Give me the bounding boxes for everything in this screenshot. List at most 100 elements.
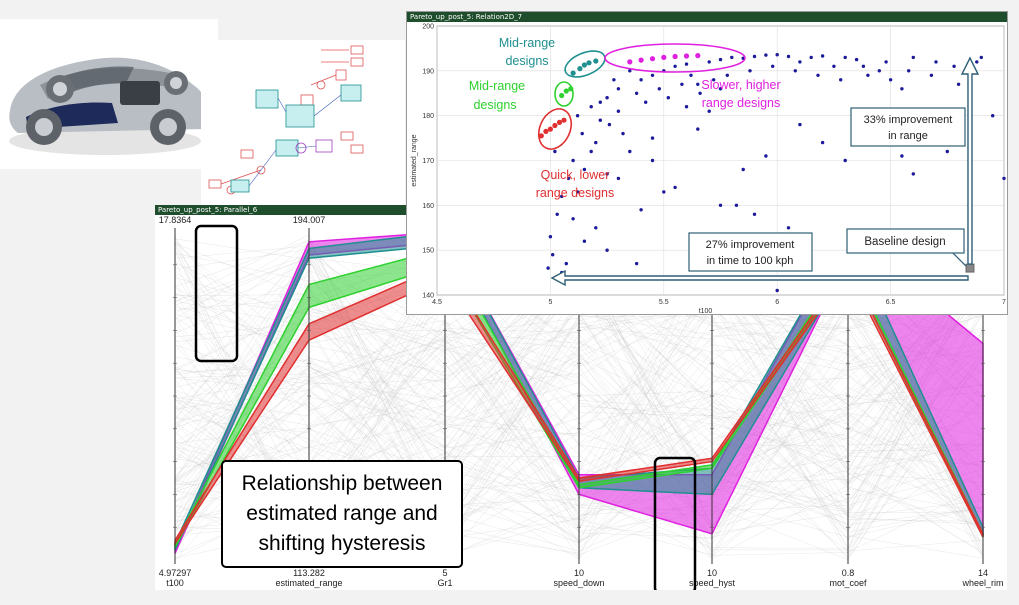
point-points <box>712 78 716 82</box>
point-quick <box>538 133 544 139</box>
point-mid_teal <box>593 58 599 64</box>
point-points <box>575 114 580 118</box>
axis-min-label: 4.97297 <box>159 568 192 578</box>
point-points <box>650 158 655 163</box>
point-points <box>650 73 655 77</box>
point-slower <box>683 53 690 59</box>
box-time-improvement <box>688 232 813 272</box>
x-tick-label: 6.5 <box>886 299 896 306</box>
point-points <box>634 91 639 96</box>
point-points <box>730 55 734 60</box>
point-points <box>662 190 666 194</box>
label-range-improvement-1: 33% improvement <box>864 114 953 126</box>
y-tick-label: 180 <box>422 113 434 120</box>
point-points <box>764 154 768 158</box>
point-points <box>616 87 621 91</box>
point-points <box>607 122 612 127</box>
y-tick-label: 200 <box>422 24 434 31</box>
point-points <box>945 149 949 154</box>
y-tick-label: 140 <box>422 293 434 300</box>
point-points <box>696 127 700 131</box>
point-points <box>718 87 723 91</box>
point-points <box>854 57 859 62</box>
x-axis-label: t100 <box>699 308 713 314</box>
label-mid-green-1: Mid-range <box>469 79 525 93</box>
point-points <box>589 149 593 154</box>
point-points <box>698 91 702 96</box>
point-mid_teal <box>581 62 587 68</box>
point-points <box>548 235 553 239</box>
axis-name-label: Gr1 <box>437 578 452 588</box>
point-slower <box>638 57 644 63</box>
label-time-improvement-2: in time to 100 kph <box>707 255 794 267</box>
annotation-text-hysteresis: Relationship between estimated range and… <box>241 472 443 555</box>
label-mid-teal-2: designs <box>505 54 548 68</box>
point-mid_green <box>559 92 565 99</box>
highlight-box-speed-hyst <box>653 456 697 590</box>
point-points <box>911 172 915 176</box>
point-slower <box>661 54 667 61</box>
point-points <box>666 96 670 100</box>
point-points <box>707 60 711 64</box>
point-slower <box>672 53 678 60</box>
point-points <box>639 208 643 212</box>
point-points <box>566 176 571 181</box>
point-points <box>775 53 779 57</box>
point-points <box>564 261 568 266</box>
point-mid_green <box>563 88 569 94</box>
axis-name-label: t100 <box>166 578 184 588</box>
point-points <box>571 158 575 163</box>
arrow-time-improvement <box>550 269 969 287</box>
point-points <box>884 60 888 64</box>
ellipse-mid-green <box>554 81 574 107</box>
point-points <box>605 96 609 100</box>
point-points <box>612 78 616 82</box>
point-points <box>911 55 915 60</box>
point-points <box>832 64 836 68</box>
point-points <box>707 109 711 113</box>
point-quick <box>547 126 553 132</box>
y-tick-label: 170 <box>422 158 434 165</box>
y-tick-label: 160 <box>422 203 434 210</box>
car-image-panel <box>0 19 218 169</box>
point-points <box>598 100 602 104</box>
point-points <box>741 167 745 172</box>
point-points <box>580 131 584 136</box>
point-points <box>725 73 729 77</box>
point-points <box>843 55 847 60</box>
point-points <box>786 226 791 230</box>
point-points <box>555 212 559 216</box>
point-quick <box>556 119 563 125</box>
scatter-window-title: Pareto_up_post_5: Relation2D_7 <box>407 12 1007 22</box>
point-slower <box>695 53 701 59</box>
point-mid_teal <box>570 70 576 76</box>
x-tick-label: 5.5 <box>659 299 669 306</box>
x-tick-label: 6 <box>775 299 779 306</box>
label-slower-1: Slower, higher <box>701 78 780 92</box>
label-mid-green-2: designs <box>473 98 516 112</box>
highlight-box-t100 <box>194 224 239 363</box>
point-points <box>575 190 580 194</box>
point-points <box>650 136 655 140</box>
axis-min-label: 113.282 <box>293 568 325 578</box>
car-icon <box>9 57 210 155</box>
label-baseline: Baseline design <box>864 236 945 248</box>
point-points <box>594 140 598 145</box>
point-quick <box>543 128 549 134</box>
schematic-image-panel <box>201 40 405 205</box>
box-range-improvement <box>850 107 966 147</box>
point-points <box>956 82 961 86</box>
point-points <box>929 73 934 77</box>
point-points <box>979 55 983 60</box>
schematic-icon <box>208 45 364 195</box>
point-points <box>546 266 550 270</box>
label-mid-teal-1: Mid-range <box>499 36 555 50</box>
point-slower <box>627 59 633 65</box>
point-points <box>560 194 564 199</box>
y-tick-label: 150 <box>422 248 434 255</box>
point-points <box>644 100 648 104</box>
point-points <box>734 203 739 207</box>
point-points <box>589 105 593 109</box>
point-points <box>718 203 723 207</box>
point-points <box>820 140 825 145</box>
